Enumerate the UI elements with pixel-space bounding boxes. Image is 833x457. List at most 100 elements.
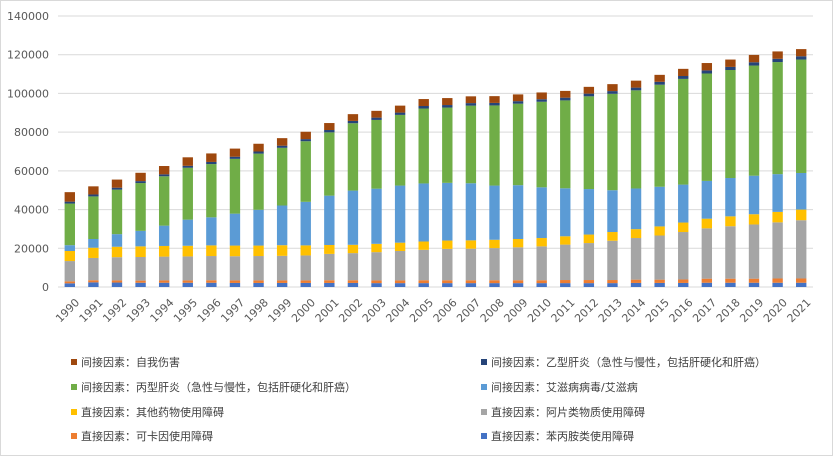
bar-segment	[158, 256, 170, 281]
x-tick-label: 2010	[525, 296, 554, 325]
bar-segment	[253, 245, 264, 257]
x-tick-label: 2021	[785, 296, 814, 325]
bar-segment	[371, 188, 382, 244]
bar-segment	[536, 283, 547, 287]
bar-segment	[796, 282, 807, 287]
bar-segment	[725, 70, 736, 179]
bar-segment	[324, 253, 335, 281]
bar-segment	[701, 228, 713, 279]
bar-segment	[88, 257, 99, 281]
bar-segment	[442, 240, 453, 249]
bar-segment	[64, 245, 75, 251]
y-tick-label: 140000	[7, 10, 49, 23]
x-tick-label: 1992	[100, 296, 129, 325]
bar-segment	[206, 161, 217, 165]
bar-segment	[465, 283, 477, 287]
bar-segment	[654, 186, 665, 227]
bar-segment	[536, 246, 547, 281]
bar-segment	[725, 282, 736, 287]
bar-segment	[253, 153, 264, 210]
bar-segment	[88, 247, 99, 258]
bar-segment	[630, 238, 642, 280]
bar-segment	[536, 187, 547, 239]
bar-segment	[465, 248, 477, 281]
bar-segment	[536, 280, 547, 284]
bar-segment	[88, 282, 99, 287]
bar-segment	[182, 245, 193, 257]
bar-segment	[206, 282, 217, 287]
bar-segment	[536, 92, 547, 100]
bar-segment	[229, 280, 241, 283]
bar-segment	[158, 225, 170, 246]
bar-segment	[465, 103, 477, 106]
bar-segment	[772, 51, 783, 59]
bar-segment	[772, 278, 783, 283]
x-tick-label: 2001	[313, 296, 342, 325]
x-tick-label: 2003	[360, 296, 389, 325]
bar-segment	[182, 157, 193, 166]
bar-segment	[135, 172, 146, 182]
bar-segment	[701, 278, 713, 283]
bar-segment	[583, 96, 595, 190]
bar-segment	[111, 179, 123, 188]
bar-segment	[418, 99, 429, 107]
bar-segment	[300, 245, 311, 256]
legend-label: 直接因素：其他药物使用障碍	[81, 405, 224, 419]
bar-segment	[394, 280, 406, 284]
x-tick-label: 1997	[218, 296, 247, 325]
x-tick-label: 1993	[124, 296, 153, 325]
bar-segment	[418, 283, 429, 287]
bar-segment	[442, 283, 453, 287]
bar-segment	[654, 282, 665, 287]
bar-segment	[512, 238, 524, 248]
bar-segment	[489, 248, 500, 281]
bar-segment	[182, 219, 193, 246]
bar-segment	[64, 283, 75, 287]
y-tick-label: 120000	[7, 49, 49, 62]
bar-segment	[465, 240, 477, 249]
x-tick-label: 2000	[289, 296, 318, 325]
x-tick-label: 2002	[336, 296, 365, 325]
bar-segment	[182, 282, 193, 287]
bar-segment	[324, 130, 335, 133]
bar-segment	[394, 242, 406, 251]
bar-segment	[512, 283, 524, 287]
bar-segment	[607, 232, 618, 241]
bar-segment	[418, 106, 429, 109]
bar-segment	[111, 187, 123, 190]
bar-segment	[560, 280, 571, 284]
bar-segment	[678, 282, 689, 287]
bar-segment	[64, 281, 75, 284]
bar-segment	[796, 172, 807, 210]
bar-segment	[536, 99, 547, 102]
bar-segment	[394, 112, 406, 115]
bar-segment	[701, 70, 713, 74]
bar-segment	[725, 178, 736, 217]
bar-segment	[64, 250, 75, 262]
bar-segment	[418, 249, 429, 281]
bar-segment	[111, 234, 123, 247]
bar-segment	[796, 209, 807, 221]
bar-segment	[678, 222, 689, 233]
bar-segment	[182, 280, 193, 283]
bar-segment	[725, 278, 736, 283]
legend: 间接因素：自我伤害 间接因素：乙型肝炎（急性与慢性，包括肝硬化和肝癌） 间接因素：丙…	[71, 355, 766, 443]
bar-segment	[88, 238, 99, 248]
bar-segment	[465, 183, 477, 241]
bar-segment	[347, 190, 359, 245]
legend-swatch	[71, 359, 77, 365]
bar-segment	[206, 217, 217, 246]
bar-segment	[371, 243, 382, 253]
bar-segment	[772, 62, 783, 175]
bar-segment	[206, 280, 217, 283]
legend-swatch	[481, 433, 487, 439]
bar-segment	[678, 232, 689, 280]
bar-segment	[158, 245, 170, 257]
bar-segment	[135, 256, 146, 281]
bar-segment	[748, 278, 760, 283]
bar-segment	[654, 235, 665, 280]
bar-segment	[418, 108, 429, 184]
bar-segment	[394, 105, 406, 113]
x-tick-label: 2007	[454, 296, 483, 325]
